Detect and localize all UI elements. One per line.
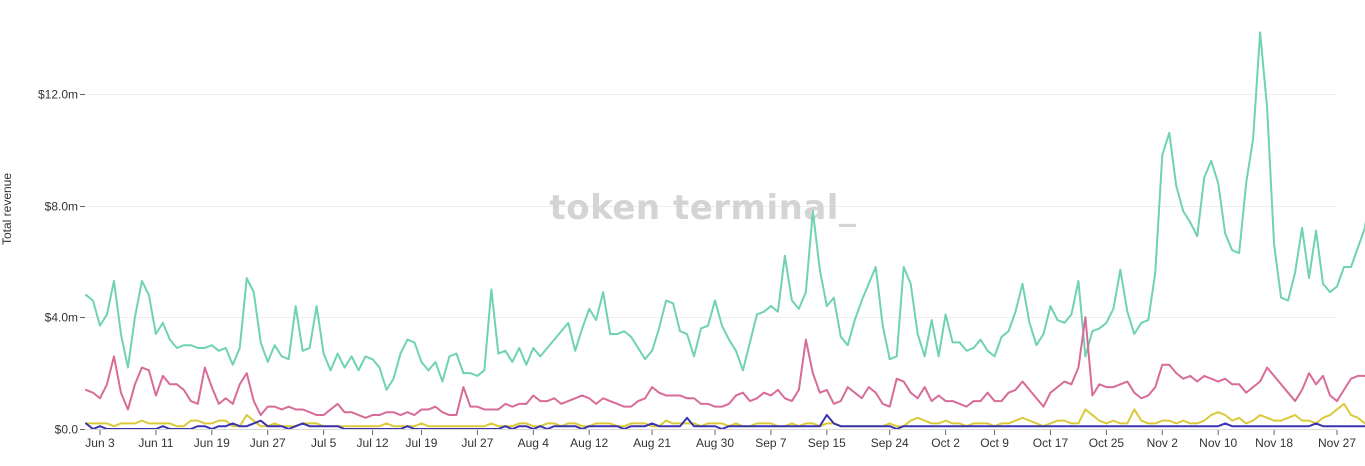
x-tick-label: Oct 17	[1033, 436, 1069, 450]
x-tick-label: Oct 9	[980, 436, 1009, 450]
series-line-2	[85, 316, 1365, 419]
x-axis-ticks: Jun 3 Jun 11 Jun 19 Jun 27 Jul 5 Jul 12 Jul 19…	[85, 430, 1356, 450]
x-tick-label: Nov 18	[1255, 436, 1293, 450]
y-tick-label: $4.0m	[45, 311, 78, 325]
y-axis-label: Total revenue	[0, 173, 14, 245]
x-tick-label: Jun 11	[138, 436, 173, 450]
x-tick-label: Sep 7	[755, 436, 787, 450]
y-axis-ticks: $0.0 $4.0m $8.0m $12.0m	[38, 88, 85, 437]
series-line-1	[85, 31, 1365, 391]
x-tick-label: Jun 27	[250, 436, 286, 450]
x-tick-label: Nov 27	[1318, 436, 1356, 450]
series-layer	[85, 31, 1365, 430]
y-tick-label: $12.0m	[38, 88, 78, 102]
x-tick-label: Nov 10	[1199, 436, 1237, 450]
x-tick-label: Jun 19	[194, 436, 230, 450]
x-tick-label: Aug 21	[633, 436, 671, 450]
x-tick-label: Aug 30	[696, 436, 734, 450]
x-tick-label: Jul 12	[357, 436, 389, 450]
x-tick-label: Jul 27	[461, 436, 493, 450]
y-tick-label: $8.0m	[45, 200, 78, 214]
series-line-4	[85, 414, 1365, 430]
x-tick-label: Sep 24	[871, 436, 909, 450]
x-tick-label: Jul 19	[405, 436, 437, 450]
x-tick-label: Jun 3	[85, 436, 115, 450]
x-tick-label: Aug 4	[518, 436, 550, 450]
x-tick-label: Sep 15	[808, 436, 846, 450]
x-tick-label: Oct 25	[1089, 436, 1125, 450]
x-tick-label: Nov 2	[1147, 436, 1179, 450]
x-tick-label: Oct 2	[931, 436, 960, 450]
y-tick-label: $0.0	[55, 423, 79, 437]
x-tick-label: Jul 5	[311, 436, 337, 450]
watermark-logo: token terminal_	[550, 188, 857, 228]
x-tick-label: Aug 12	[570, 436, 608, 450]
